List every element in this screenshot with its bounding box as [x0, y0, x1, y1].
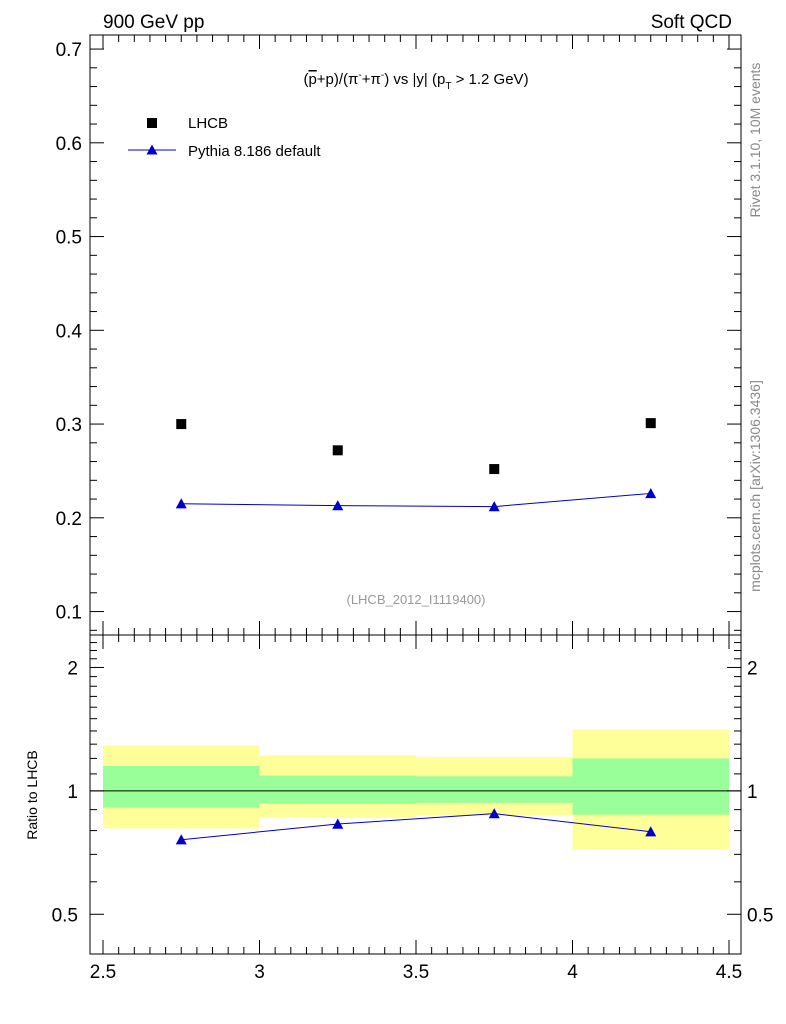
ratio-pythia-point: [175, 834, 187, 845]
main-series: [175, 418, 657, 512]
header-left: 900 GeV pp: [103, 12, 204, 33]
main-y-tick-label: 0.5: [56, 228, 82, 249]
main-y-tick-label: 0.4: [56, 321, 83, 342]
ratio-y-tick-label-left: 1: [67, 782, 78, 803]
legend: LHCB Pythia 8.186 default: [128, 115, 321, 160]
pythia-point: [645, 487, 657, 499]
plot-title: (p+p)/(π-+π-) vs |y| (pT > 1.2 GeV): [303, 70, 528, 92]
pythia-point: [488, 501, 500, 512]
main-y-tick-label: 0.6: [56, 134, 82, 155]
ratio-band-inner-3: [572, 758, 729, 815]
x-tick-label: 3: [254, 962, 265, 983]
ratio-pythia-point: [645, 826, 657, 837]
lhcb-point: [489, 464, 500, 475]
pythia-point: [175, 498, 187, 509]
ratio-y-tick-label-right: 2: [747, 658, 758, 679]
lhcb-point: [645, 418, 656, 429]
ratio-band-inner-0: [103, 765, 260, 808]
header-right: Soft QCD: [651, 12, 732, 33]
rivet-label: Rivet 3.1.10, 10M events: [747, 63, 763, 218]
ratio-band-inner-1: [259, 775, 416, 804]
main-y-tick-label: 0.7: [56, 40, 82, 61]
source-label: mcplots.cern.ch [arXiv:1306.3436]: [747, 380, 763, 592]
main-y-tick-label: 0.2: [56, 509, 82, 530]
ratio-bands: [90, 729, 741, 850]
x-tick-label: 4: [567, 962, 578, 983]
x-tick-label: 3.5: [403, 962, 429, 983]
legend-marker-pythia: [146, 144, 158, 155]
lhcb-point: [332, 445, 343, 456]
ratio-y-tick-label-right: 1: [747, 782, 758, 803]
lhcb-point: [176, 419, 187, 430]
main-y-tick-label: 0.1: [56, 603, 82, 624]
main-y-tick-label: 0.3: [56, 415, 82, 436]
analysis-id: (LHCB_2012_I1119400): [346, 592, 485, 607]
main-y-ticks: 0.1 0.2 0.3 0.4 0.5 0.6 0.7: [56, 40, 741, 631]
ratio-ylabel: Ratio to LHCB: [24, 750, 40, 839]
legend-label-pythia: Pythia 8.186 default: [188, 143, 321, 160]
ratio-pythia-point: [332, 818, 344, 829]
x-tick-label: 2.5: [90, 962, 116, 983]
pbar-symbol: p: [308, 71, 316, 88]
pythia-line: [181, 492, 651, 508]
ratio-pythia-line: [181, 813, 651, 841]
x-ticks: 2.5 3 3.5 4 4.5: [90, 35, 742, 983]
ratio-series: [175, 808, 657, 845]
x-tick-label: 4.5: [716, 962, 742, 983]
ratio-pythia-point: [488, 808, 500, 819]
legend-marker-lhcb: [147, 118, 157, 128]
ratio-y-tick-label-left: 2: [67, 658, 78, 679]
ratio-y-ticks: 0.5 0.5 1 1 2 2: [52, 634, 773, 955]
legend-label-lhcb: LHCB: [188, 115, 228, 132]
ratio-y-tick-label-left: 0.5: [52, 905, 78, 926]
ratio-band-inner-2: [416, 776, 573, 803]
pythia-point: [332, 500, 344, 511]
ratio-y-tick-label-right: 0.5: [747, 905, 773, 926]
